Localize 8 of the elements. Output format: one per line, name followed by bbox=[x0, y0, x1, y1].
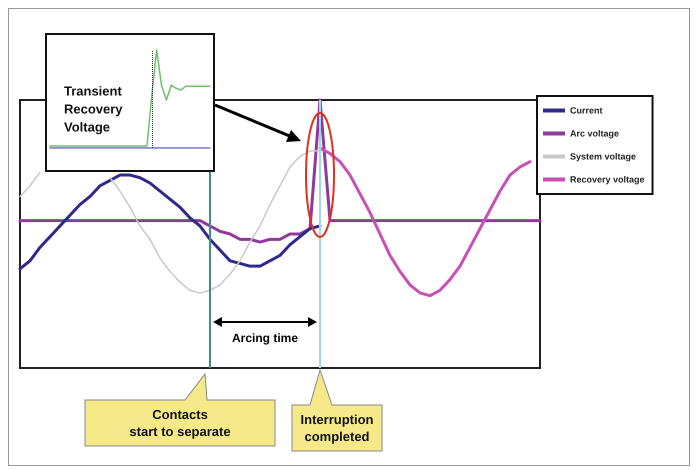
legend-label: System voltage bbox=[570, 152, 636, 162]
legend-label: Recovery voltage bbox=[570, 174, 645, 184]
legend-label: Arc voltage bbox=[570, 128, 620, 138]
text: Interruption completed bbox=[300, 412, 374, 444]
legend-label: Current bbox=[570, 106, 603, 116]
annotation: Arcing time bbox=[232, 331, 298, 345]
text: Transient Recovery Voltage bbox=[64, 84, 126, 134]
text: Contacts start to separate bbox=[129, 407, 231, 439]
